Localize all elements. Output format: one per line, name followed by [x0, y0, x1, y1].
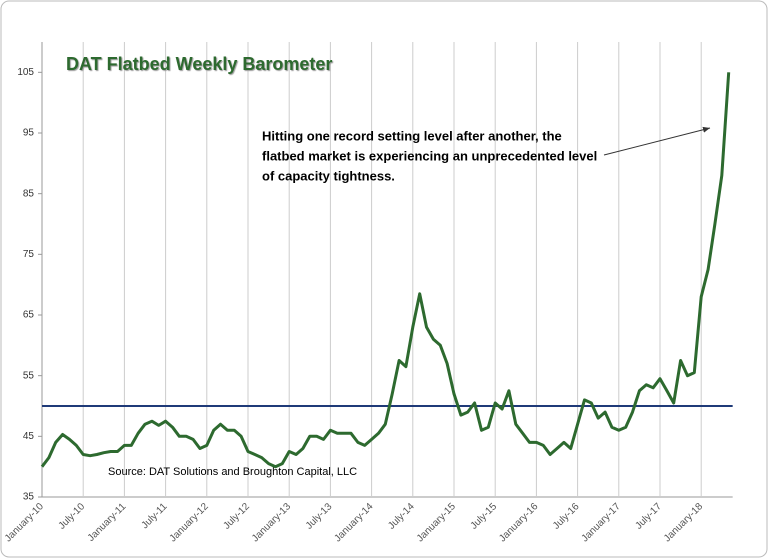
y-tick-label: 55 [23, 370, 35, 381]
y-tick-label: 75 [23, 249, 35, 260]
y-tick-label: 35 [23, 492, 35, 503]
source-note: Source: DAT Solutions and Broughton Capi… [108, 466, 357, 478]
y-tick-label: 95 [23, 128, 35, 139]
annotation: flatbed market is experiencing an unprec… [262, 148, 597, 163]
annotation-arrow [603, 126, 711, 156]
data-line [40, 72, 731, 469]
y-tick-label: 85 [23, 188, 35, 199]
y-tick-label: 45 [23, 431, 35, 442]
y-tick-label: 65 [23, 310, 35, 321]
annotation: of capacity tightness. [262, 168, 395, 183]
y-tick-label: 105 [17, 67, 34, 78]
annotation: Hitting one record setting level after a… [262, 128, 562, 143]
chart-title: DAT Flatbed Weekly Barometer [66, 54, 332, 74]
